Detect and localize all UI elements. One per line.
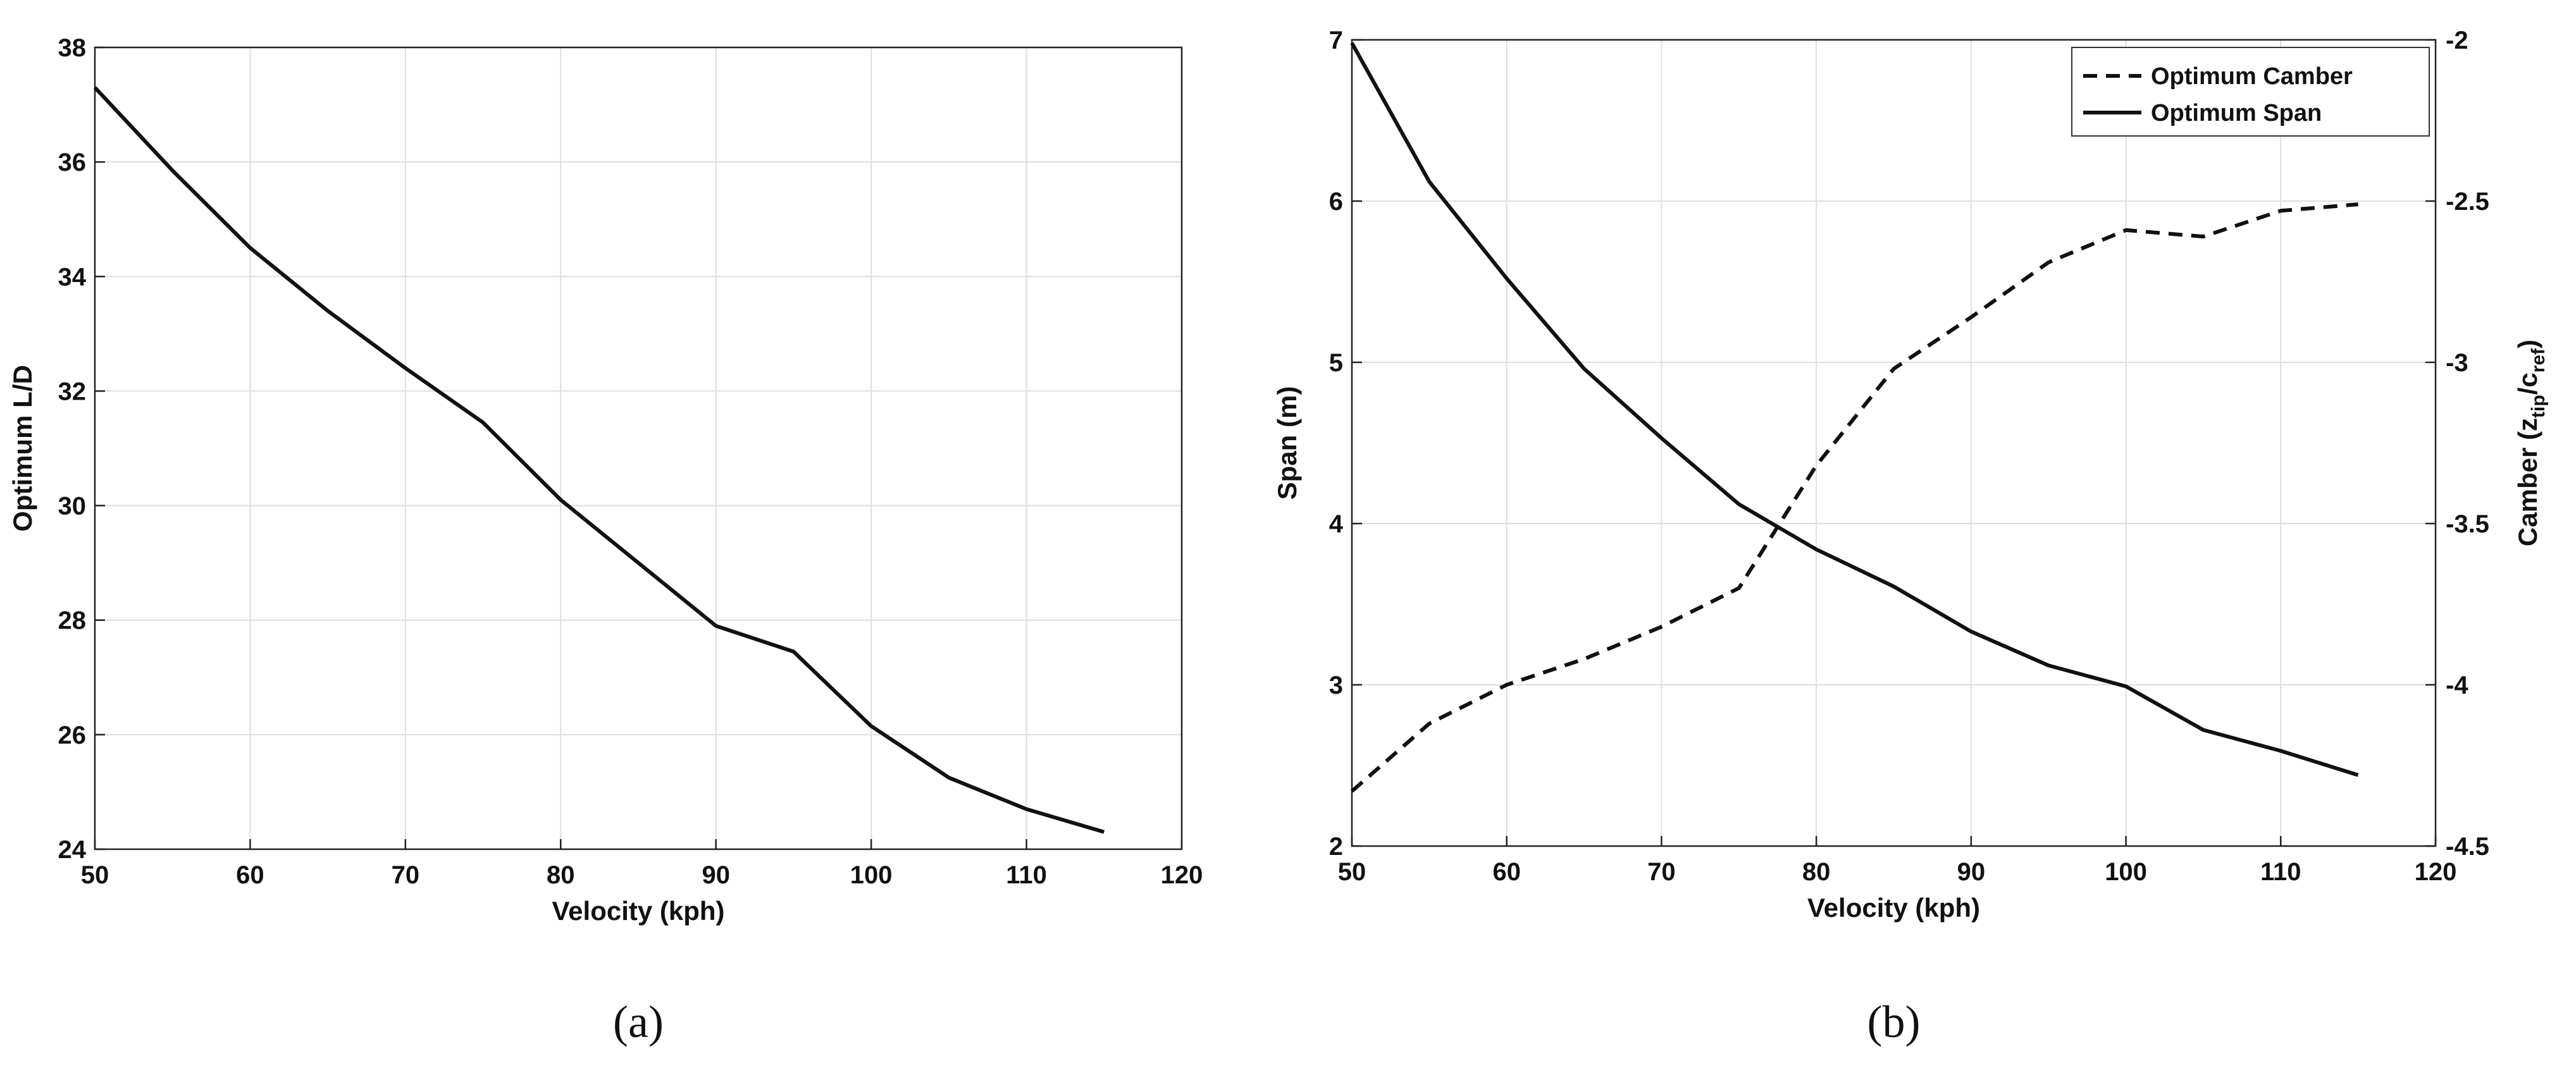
y-tick-label: 2: [1329, 833, 1343, 861]
chart-a: 50 60 70 80 90 100 110 120 24 26 28 30 32 34 36 38 Vel…: [8, 34, 1203, 1047]
x-tick-label: 100: [850, 861, 893, 889]
series-line-series-0: [93, 86, 1105, 834]
y-tick-label: 36: [58, 149, 87, 176]
legend-box: [2071, 47, 2430, 137]
right-y-tick-label: -4.5: [2446, 833, 2489, 861]
camber-label-mid: /c: [2513, 372, 2542, 395]
chart-b-x-axis-label: Velocity (kph): [1807, 893, 1980, 923]
x-tick-label: 120: [1161, 861, 1203, 889]
chart-a-x-axis-label: Velocity (kph): [552, 896, 724, 926]
y-tick-label: 38: [58, 34, 87, 62]
series-line-optimum-span: [1350, 42, 2359, 777]
chart-a-grid: [94, 47, 1182, 850]
camber-label-sub-ref: ref: [2528, 348, 2549, 372]
y-tick-label: 34: [58, 263, 87, 291]
y-tick-label: 32: [58, 377, 87, 405]
y-tick-label: 7: [1329, 27, 1343, 54]
x-tick-label: 120: [2415, 858, 2457, 886]
chart-b-left-y-axis-label: Span (m): [1272, 386, 1302, 500]
y-tick-label: 4: [1329, 510, 1344, 538]
chart-b-right-y-axis-label: Camber (ztip/cref): [2513, 340, 2549, 546]
x-tick-label: 70: [392, 861, 420, 889]
series-line-optimum-camber: [1351, 202, 2358, 793]
y-tick-label: 6: [1329, 188, 1343, 216]
x-tick-label: 50: [1338, 858, 1366, 886]
camber-label-main: Camber (z: [2513, 418, 2542, 546]
x-tick-label: 70: [1647, 858, 1676, 886]
chart-b-plot-frame: [1351, 39, 2437, 847]
legend-label-optimum-span: Optimum Span: [2151, 100, 2322, 126]
y-tick-label: 5: [1329, 349, 1343, 377]
y-tick-label: 3: [1329, 672, 1343, 699]
chart-b-series: [1350, 42, 2359, 793]
x-tick-label: 80: [547, 861, 575, 889]
chart-a-plot-frame: [94, 46, 1183, 850]
chart-b-x-ticks: 50 60 70 80 90 100 110 120: [1338, 836, 2457, 886]
camber-label-sub-tip: tip: [2528, 395, 2549, 418]
right-y-tick-label: -3.5: [2446, 510, 2489, 538]
right-y-tick-label: -2: [2446, 27, 2468, 54]
y-tick-label: 30: [58, 493, 87, 520]
right-y-tick-label: -4: [2446, 672, 2468, 699]
x-tick-label: 110: [1006, 861, 1047, 889]
chart-a-caption: (a): [613, 997, 664, 1047]
chart-a-y-ticks: 24 26 28 30 32 34 36 38: [58, 34, 105, 864]
x-tick-label: 90: [702, 861, 730, 889]
chart-a-series: [93, 86, 1105, 834]
x-tick-label: 60: [1492, 858, 1521, 886]
camber-label-end: ): [2513, 340, 2542, 348]
x-tick-label: 80: [1802, 858, 1831, 886]
y-tick-label: 24: [58, 836, 87, 864]
right-y-tick-label: -3: [2446, 349, 2468, 377]
x-tick-label: 50: [81, 861, 109, 889]
right-y-tick-label: -2.5: [2446, 188, 2489, 216]
chart-b-legend: Optimum Camber Optimum Span: [2071, 47, 2430, 137]
x-tick-label: 110: [2260, 858, 2301, 886]
y-tick-label: 26: [58, 721, 87, 749]
chart-a-x-ticks: 50 60 70 80 90 100 110 120: [81, 839, 1203, 889]
x-tick-label: 90: [1957, 858, 1986, 886]
x-tick-label: 100: [2105, 858, 2147, 886]
chart-a-y-axis-label: Optimum L/D: [8, 365, 37, 532]
chart-b-left-y-ticks: 2 3 4 5 6 7: [1329, 27, 1362, 861]
chart-b-grid: [1351, 39, 2436, 847]
chart-b-caption: (b): [1867, 997, 1921, 1047]
y-tick-label: 28: [58, 607, 87, 635]
chart-b-right-y-ticks: -4.5 -4 -3.5 -3 -2.5 -2: [2425, 27, 2489, 861]
x-tick-label: 60: [236, 861, 264, 889]
legend-label-optimum-camber: Optimum Camber: [2151, 63, 2353, 90]
